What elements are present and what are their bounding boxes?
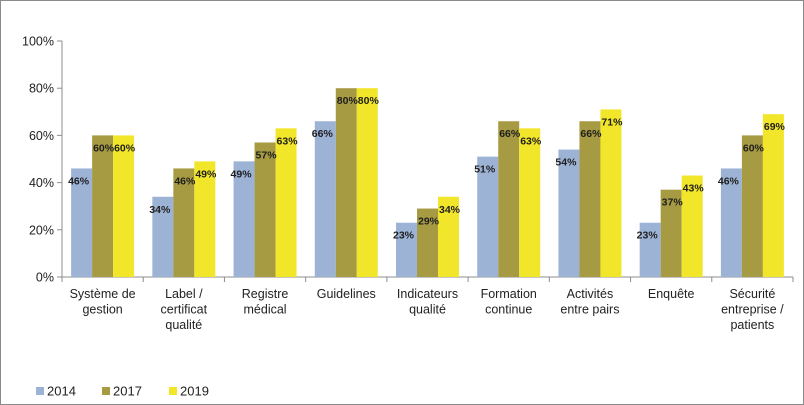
category-labels: Système de gestion Label / certificat qualit… (70, 287, 785, 332)
data-label: 37% (662, 197, 684, 209)
y-tick-label: 80% (29, 82, 54, 96)
bar-2014 (639, 222, 661, 277)
legend: 2014 2017 2019 (36, 384, 209, 399)
data-label: 71% (601, 116, 623, 128)
y-tick-label: 100% (22, 35, 54, 49)
data-label: 63% (520, 135, 542, 147)
data-label: 23% (393, 230, 415, 242)
category-label: Activités entre pairs (560, 287, 619, 317)
bar-2017 (173, 168, 195, 277)
category-label: Formation continue (481, 287, 537, 317)
bar-2019 (356, 88, 378, 277)
bar-2014 (233, 161, 255, 277)
legend-swatch-2019 (169, 387, 177, 395)
bar-2019 (438, 196, 459, 277)
data-label: 69% (764, 121, 786, 133)
bar-2014 (558, 149, 580, 277)
bar-2017 (92, 135, 114, 277)
category-label: Registre médical (242, 287, 289, 317)
bar-2017 (254, 142, 276, 277)
data-label: 66% (580, 128, 602, 140)
category-label: Système de gestion (70, 287, 136, 317)
y-tick-label: 40% (29, 176, 54, 190)
data-label: 46% (718, 175, 740, 187)
y-tick-label: 20% (29, 223, 54, 237)
data-label: 34% (149, 204, 171, 216)
bar-2019 (275, 128, 297, 277)
category-label: Enquête (648, 287, 695, 301)
legend-label-2017: 2017 (113, 384, 142, 399)
data-label: 54% (555, 157, 577, 169)
data-label: 43% (683, 183, 705, 195)
legend-swatch-2014 (36, 387, 44, 395)
data-label: 66% (499, 128, 521, 140)
bar-2014 (720, 168, 742, 277)
bar-2017 (417, 208, 438, 277)
legend-label-2019: 2019 (180, 384, 209, 399)
bar-2019 (519, 128, 541, 277)
category-label: Label / certificat qualité (161, 287, 208, 332)
data-label: 63% (277, 135, 299, 147)
bar-2019 (681, 175, 703, 277)
data-label: 80% (358, 95, 380, 107)
data-label: 49% (195, 168, 217, 180)
legend-swatch-2017 (102, 387, 110, 395)
bar-2014 (396, 222, 417, 277)
bar-2019 (113, 135, 135, 277)
bar-2019 (600, 109, 622, 277)
category-label: Indicateurs qualité (397, 287, 458, 317)
bar-2017 (335, 88, 357, 277)
bar-2017 (741, 135, 763, 277)
data-label: 49% (231, 168, 253, 180)
data-label: 80% (337, 95, 359, 107)
data-label: 66% (312, 128, 334, 140)
legend-label-2014: 2014 (47, 384, 76, 399)
category-label: Guidelines (317, 287, 376, 301)
category-label: Sécurité entreprise / patients (721, 287, 784, 332)
bars (71, 88, 784, 278)
data-label: 23% (637, 230, 659, 242)
data-label: 57% (256, 149, 278, 161)
bar-2019 (194, 161, 216, 277)
data-label: 51% (474, 164, 496, 176)
bar-2014 (314, 121, 336, 278)
data-label: 60% (114, 142, 136, 154)
bar-2019 (762, 114, 784, 277)
bar-2017 (498, 121, 520, 278)
data-label: 46% (174, 175, 196, 187)
y-tick-label: 0% (36, 271, 54, 285)
y-tick-label: 60% (29, 129, 54, 143)
data-labels: 46%60% 60%34%46%49% 49%57%63%66%80% 80%23%2… (68, 95, 785, 242)
data-label: 29% (418, 216, 440, 228)
bar-2014 (152, 196, 174, 277)
data-label: 60% (93, 142, 115, 154)
data-label: 34% (439, 204, 461, 216)
bar-2014 (71, 168, 93, 277)
data-label: 46% (68, 175, 90, 187)
data-label: 60% (743, 142, 765, 154)
bar-2014 (477, 156, 499, 277)
bar-2017 (579, 121, 601, 278)
bar-2017 (660, 189, 682, 277)
